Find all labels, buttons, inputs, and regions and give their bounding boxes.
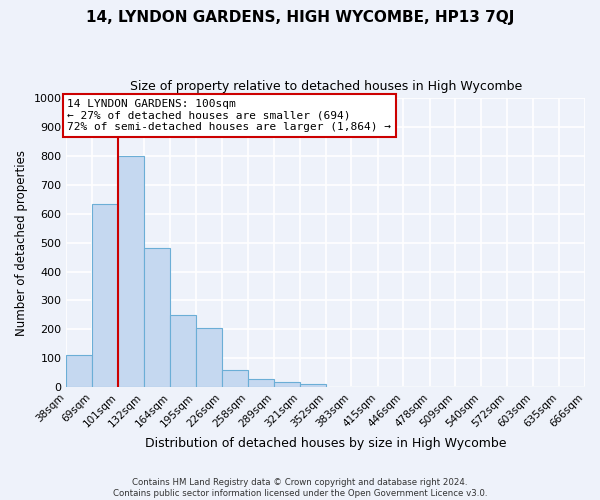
Bar [274, 382, 300, 387]
Bar [300, 384, 326, 387]
Bar [248, 379, 274, 387]
Bar [170, 315, 196, 387]
Bar [221, 370, 248, 387]
Text: 14, LYNDON GARDENS, HIGH WYCOMBE, HP13 7QJ: 14, LYNDON GARDENS, HIGH WYCOMBE, HP13 7… [86, 10, 514, 25]
Bar [92, 204, 118, 387]
X-axis label: Distribution of detached houses by size in High Wycombe: Distribution of detached houses by size … [145, 437, 506, 450]
Bar [67, 355, 92, 387]
Y-axis label: Number of detached properties: Number of detached properties [15, 150, 28, 336]
Text: Contains HM Land Registry data © Crown copyright and database right 2024.
Contai: Contains HM Land Registry data © Crown c… [113, 478, 487, 498]
Title: Size of property relative to detached houses in High Wycombe: Size of property relative to detached ho… [130, 80, 522, 93]
Bar [144, 248, 170, 387]
Bar [196, 328, 221, 387]
Text: 14 LYNDON GARDENS: 100sqm
← 27% of detached houses are smaller (694)
72% of semi: 14 LYNDON GARDENS: 100sqm ← 27% of detac… [67, 99, 391, 132]
Bar [118, 156, 144, 387]
